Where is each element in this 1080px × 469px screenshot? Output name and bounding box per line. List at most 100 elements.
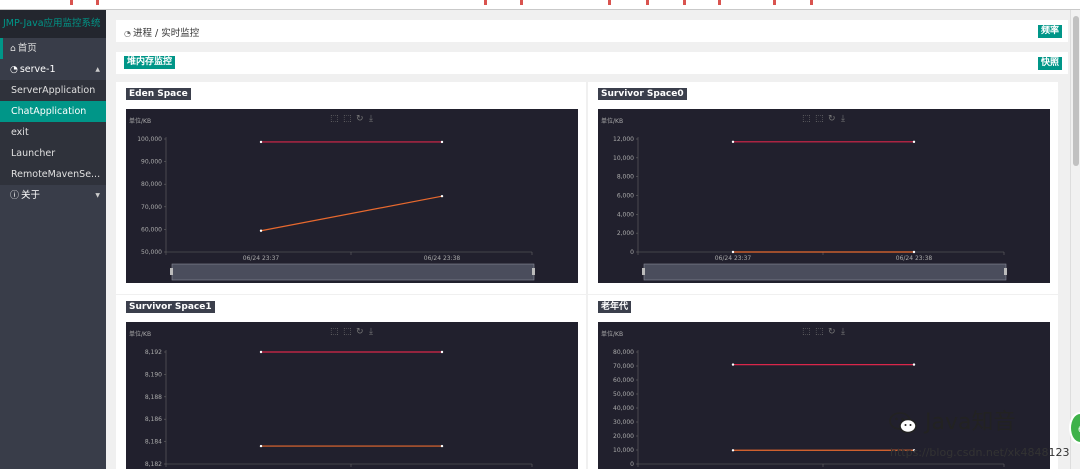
zoom-reset-icon[interactable]: ⬚ [815,327,824,337]
sidebar-item-chatapplication[interactable]: ChatApplication [0,101,106,122]
data-point [259,229,263,232]
y-tick-label: 4,000 [617,211,634,218]
breadcrumb-text: 进程 / 实时监控 [132,28,200,39]
home-icon: ⌂ [10,44,16,54]
data-point [731,449,735,452]
x-tick-label: 06/24 23:37 [715,255,752,262]
save-image-icon[interactable]: ⤓ [369,327,373,337]
snapshot-button[interactable]: 快照 [1037,57,1062,70]
y-tick-label: 60,000 [141,226,162,233]
zoom-handle-left[interactable] [642,268,645,275]
y-tick-label: 50,000 [141,249,162,256]
x-tick-label: 06/24 23:38 [424,255,461,262]
y-tick-label: 90,000 [141,159,162,166]
zoom-handle-right[interactable] [532,268,535,275]
chart-survivor-space1: ⬚ ⬚ ↻ ⤓ 单位/KB 8,192 8,190 8,188 8,186 8,184 8,182 [126,322,578,469]
y-tick-label: 8,184 [145,439,162,446]
y-tick-label: 8,182 [145,461,162,468]
save-image-icon[interactable]: ⤓ [841,327,845,337]
chart-background [126,109,578,283]
chart-title: 老年代 [598,301,632,313]
zoom-icon[interactable]: ⬚ [802,327,811,337]
y-tick-label: 80,000 [613,349,634,356]
chart-survivor-space0: ⬚ ⬚ ↻ ⤓ 单位/KB 12,000 10,000 8,000 6,000 4,000 2,00… [598,109,1050,283]
zoom-reset-icon[interactable]: ⬚ [815,114,824,124]
chart-panel-eden: Eden Space ⬚ ⬚ ↻ ⤓ 单位/KB 100,000 90,000 80,000 7… [116,82,586,294]
y-tick-label: 50,000 [613,391,634,398]
zoom-reset-icon[interactable]: ⬚ [343,114,352,124]
y-tick-label: 80,000 [141,181,162,188]
chart-background [598,322,1050,469]
sidebar-item-serverapplication[interactable]: ServerApplication [0,80,106,101]
sidebar-item-launcher[interactable]: Launcher [0,143,106,164]
wechat-icon [889,412,917,434]
sidebar-group-about[interactable]: ⓘ 关于 ▼ [0,185,106,206]
sidebar-item-remotemavenserver[interactable]: RemoteMavenSe... [0,164,106,185]
sidebar-item-label: 首页 [17,43,37,54]
data-point [731,140,735,144]
y-tick-label: 100,000 [137,136,162,143]
sidebar-item-label: 关于 [21,190,41,201]
series-line-1 [260,195,443,232]
sidebar-group-serve-1[interactable]: ◔ serve-1 ▲ [0,59,106,80]
save-image-icon[interactable]: ⤓ [369,114,373,124]
sidebar-item-home[interactable]: ⌂ 首页 [0,38,106,59]
save-image-icon[interactable]: ⤓ [841,114,845,124]
data-point [912,363,916,366]
data-zoom-slider[interactable] [643,263,1007,281]
data-point [259,140,263,144]
data-point [259,350,263,354]
x-tick-label: 06/24 23:38 [896,255,933,262]
top-strip [0,0,1080,10]
y-tick-label: 8,000 [617,174,634,181]
data-point [912,140,916,144]
chart-panel-survivor0: Survivor Space0 ⬚ ⬚ ↻ ⤓ 单位/KB 12,000 10,000 8,0… [588,82,1058,294]
data-zoom-slider[interactable] [171,263,535,281]
y-tick-label: 70,000 [613,363,634,370]
zoom-icon[interactable]: ⬚ [330,114,339,124]
restore-icon[interactable]: ↻ [828,327,836,337]
vertical-scrollbar[interactable] [1070,10,1080,469]
restore-icon[interactable]: ↻ [356,327,364,337]
zoom-icon[interactable]: ⬚ [330,327,339,337]
data-point [731,250,735,254]
y-tick-label: 8,190 [145,371,162,378]
watermark: Java知音 [888,404,1015,436]
y-tick-label: 8,192 [145,349,162,356]
y-tick-label: 40,000 [613,405,634,412]
data-point [440,444,444,448]
breadcrumb: ◔ 进程 / 实时监控 [124,25,199,39]
app-title[interactable]: JMP-Java应用监控系统 [0,10,106,38]
chevron-down-icon: ▼ [95,192,100,199]
y-tick-label: 20,000 [613,433,634,440]
watermark-text: Java知音 [925,410,1016,435]
data-point [731,363,735,366]
zoom-icon[interactable]: ⬚ [802,114,811,124]
data-point [912,250,916,254]
y-tick-label: 30,000 [613,419,634,426]
chart-panel-old-gen: 老年代 ⬚ ⬚ ↻ ⤓ 单位/KB 80,000 70,000 60,000 50,000 40,… [588,295,1058,469]
scroll-thumb[interactable] [1073,16,1079,166]
sidebar-item-exit[interactable]: exit [0,122,106,143]
frequency-button[interactable]: 频率 [1037,25,1062,38]
zoom-reset-icon[interactable]: ⬚ [343,327,352,337]
y-axis-unit: 单位/KB [601,117,623,125]
dashboard-icon: ◔ [10,65,18,75]
chart-background [598,109,1050,283]
y-axis-unit: 单位/KB [129,330,151,338]
y-axis-unit: 单位/KB [601,330,623,338]
chart-old-generation: ⬚ ⬚ ↻ ⤓ 单位/KB 80,000 70,000 60,000 50,000 40,000 3… [598,322,1050,469]
chevron-up-icon: ▲ [95,66,100,73]
zoom-handle-left[interactable] [170,268,173,275]
zoom-handle-right[interactable] [1004,268,1007,275]
restore-icon[interactable]: ↻ [828,114,836,124]
chart-eden-space: ⬚ ⬚ ↻ ⤓ 单位/KB 100,000 90,000 80,000 70,000 60,000… [126,109,578,283]
main-content: ◔ 进程 / 实时监控 频率 堆内存监控 快照 Eden Space ⬚ ⬚ ↻ ⤓ 单位… [106,10,1070,469]
section-title: 堆内存监控 [124,56,176,69]
dashboard-icon: ◔ [124,29,131,38]
y-tick-label: 70,000 [141,204,162,211]
restore-icon[interactable]: ↻ [356,114,364,124]
chart-panel-survivor1: Survivor Space1 ⬚ ⬚ ↻ ⤓ 单位/KB 8,192 8,190 8,188… [116,295,586,469]
sidebar-item-label: serve-1 [19,64,56,75]
sidebar: JMP-Java应用监控系统 ⌂ 首页 ◔ serve-1 ▲ ServerAppl… [0,10,106,469]
